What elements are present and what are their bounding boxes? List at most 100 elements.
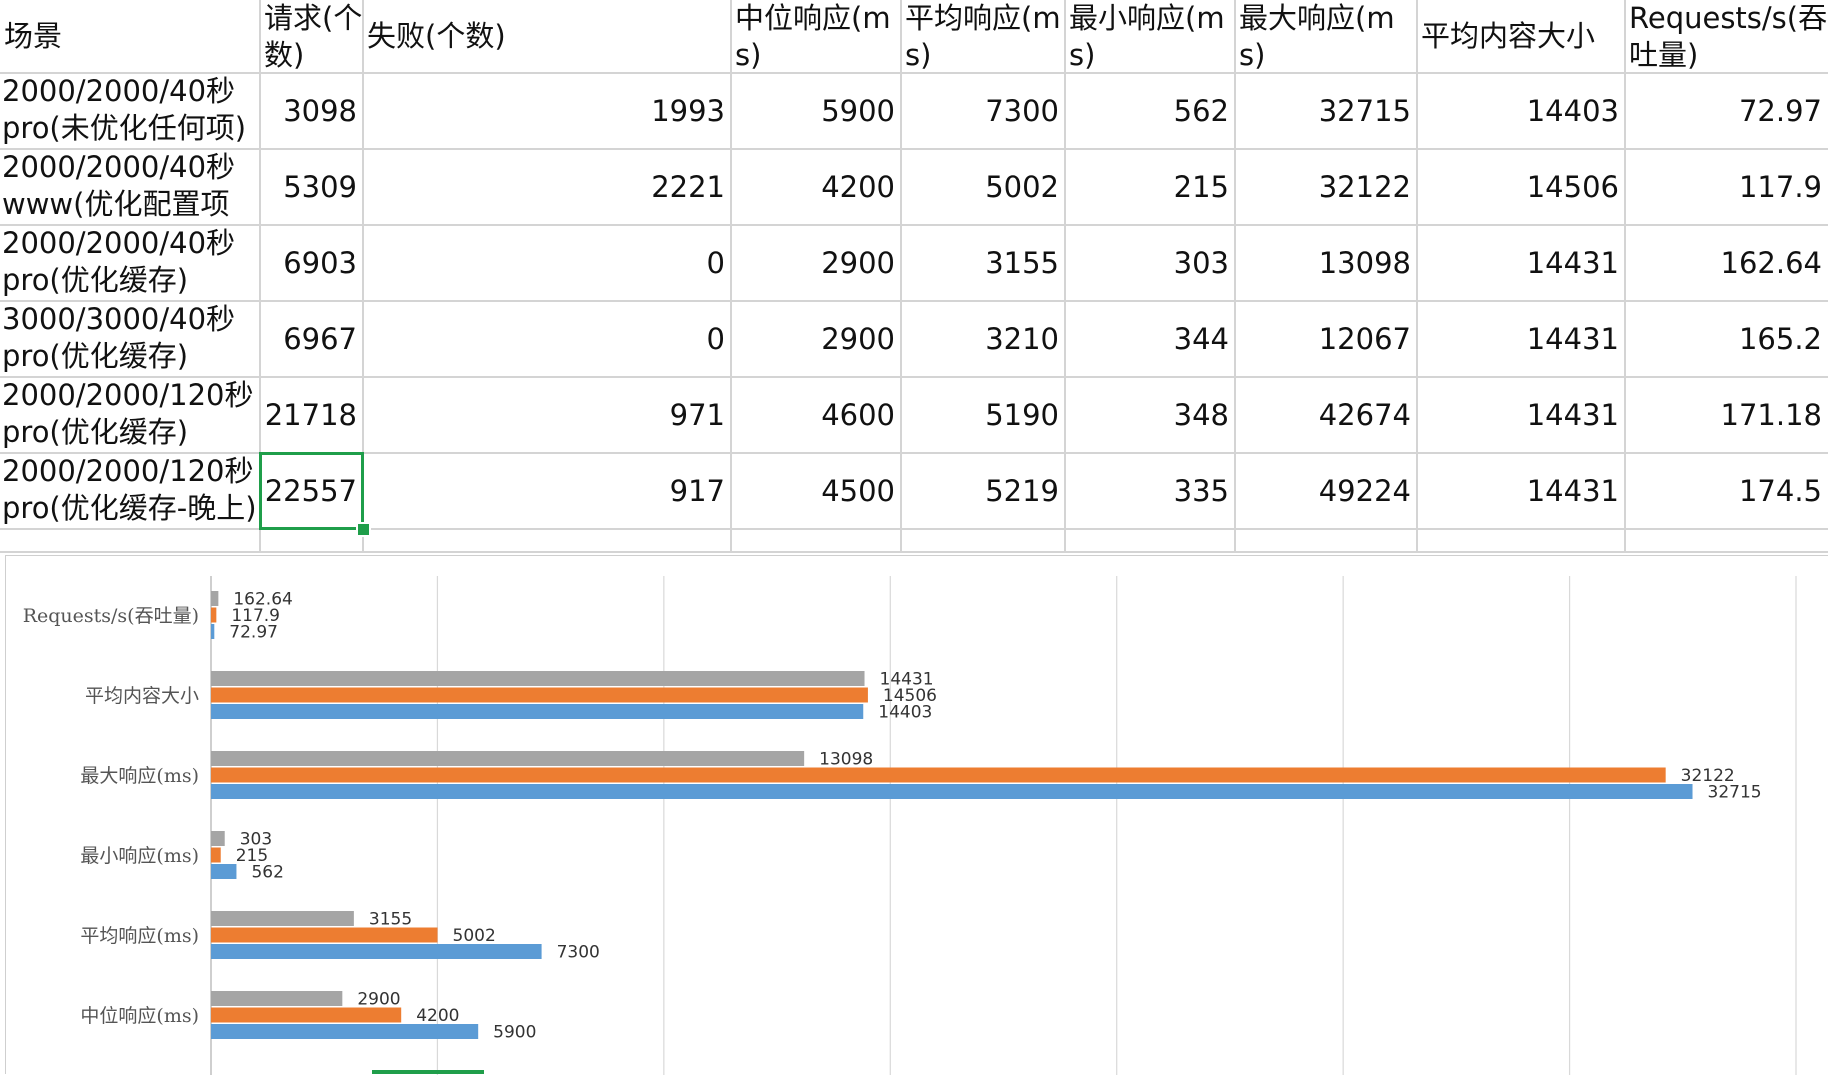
value-cell[interactable]: 162.64 — [1720, 245, 1822, 280]
column-header[interactable]: 请求(个数) — [264, 1, 363, 72]
data-label: 4200 — [416, 1006, 459, 1026]
value-cell[interactable]: 5309 — [283, 169, 357, 204]
bar — [211, 704, 864, 719]
bar — [211, 767, 1666, 783]
grid-column-line — [259, 0, 261, 552]
value-cell[interactable]: 971 — [669, 397, 725, 432]
column-header[interactable]: 平均响应(ms) — [905, 1, 1061, 72]
value-cell[interactable]: 6967 — [283, 321, 357, 356]
value-cell[interactable]: 0 — [706, 245, 725, 280]
data-label: 14431 — [880, 670, 934, 690]
value-cell[interactable]: 5900 — [821, 93, 895, 128]
fill-handle[interactable] — [356, 522, 371, 537]
data-label: 32122 — [1681, 766, 1735, 786]
value-cell[interactable]: 72.97 — [1738, 93, 1822, 128]
data-label: 14403 — [878, 703, 932, 723]
bar — [211, 864, 237, 879]
grid-column-line — [900, 0, 902, 552]
value-cell[interactable]: 49224 — [1318, 473, 1411, 508]
data-label: 562 — [251, 863, 283, 883]
value-cell[interactable]: 4600 — [821, 397, 895, 432]
value-cell[interactable]: 4200 — [821, 169, 895, 204]
grid-row-line — [0, 452, 1828, 454]
value-cell[interactable]: 5002 — [985, 169, 1059, 204]
grid-column-line — [1234, 0, 1236, 552]
data-label: 13098 — [819, 750, 873, 770]
value-cell[interactable]: 12067 — [1318, 321, 1411, 356]
scenario-cell[interactable]: 2000/2000/40秒pro(未优化任何项) — [2, 74, 247, 145]
grid-column-line — [362, 0, 364, 552]
value-cell[interactable]: 4500 — [821, 473, 895, 508]
value-cell[interactable]: 165.2 — [1738, 321, 1822, 356]
grid-row-line — [0, 300, 1828, 302]
scenario-cell[interactable]: 2000/2000/120秒pro(优化缓存) — [2, 378, 254, 449]
bar — [211, 1024, 479, 1039]
data-label: 2900 — [357, 990, 400, 1010]
data-label: 303 — [240, 830, 272, 850]
value-cell[interactable]: 5190 — [985, 397, 1059, 432]
value-cell[interactable]: 32715 — [1318, 93, 1411, 128]
value-cell[interactable]: 7300 — [985, 93, 1059, 128]
value-cell[interactable]: 21718 — [264, 397, 357, 432]
value-cell[interactable]: 335 — [1173, 473, 1229, 508]
value-cell[interactable]: 3210 — [985, 321, 1059, 356]
value-cell[interactable]: 14431 — [1526, 245, 1619, 280]
value-cell[interactable]: 6903 — [283, 245, 357, 280]
value-cell[interactable]: 14403 — [1526, 93, 1619, 128]
value-cell[interactable]: 215 — [1173, 169, 1229, 204]
bar — [211, 847, 221, 863]
value-cell[interactable]: 303 — [1173, 245, 1229, 280]
value-cell[interactable]: 348 — [1173, 397, 1229, 432]
column-header[interactable]: 平均内容大小 — [1421, 19, 1596, 53]
data-label: 72.97 — [229, 623, 278, 643]
value-cell[interactable]: 344 — [1173, 321, 1229, 356]
value-cell[interactable]: 117.9 — [1738, 169, 1822, 204]
value-cell[interactable]: 917 — [669, 473, 725, 508]
column-header[interactable]: 中位响应(ms) — [735, 1, 891, 72]
value-cell[interactable]: 171.18 — [1720, 397, 1822, 432]
value-cell[interactable]: 32122 — [1318, 169, 1411, 204]
column-header[interactable]: 失败(个数) — [367, 19, 506, 53]
value-cell[interactable]: 22557 — [264, 473, 357, 508]
value-cell[interactable]: 14431 — [1526, 321, 1619, 356]
category-label: 最大响应(ms) — [80, 765, 199, 787]
value-cell[interactable]: 13098 — [1318, 245, 1411, 280]
value-cell[interactable]: 174.5 — [1738, 473, 1822, 508]
bar-chart[interactable]: Requests/s(吞吐量) 162.64 117.9 72.97 平均内容大小 144… — [5, 555, 1828, 1075]
value-cell[interactable]: 562 — [1173, 93, 1229, 128]
bar — [211, 784, 1693, 799]
bar — [211, 591, 219, 606]
value-cell[interactable]: 5219 — [985, 473, 1059, 508]
value-cell[interactable]: 0 — [706, 321, 725, 356]
column-header[interactable]: 最大响应(ms) — [1239, 0, 1395, 72]
value-cell[interactable]: 14506 — [1526, 169, 1619, 204]
value-cell[interactable]: 2900 — [821, 321, 895, 356]
value-cell[interactable]: 42674 — [1318, 397, 1411, 432]
bar — [211, 687, 868, 703]
selected-cell-outline — [259, 452, 364, 530]
grid-column-line — [1624, 0, 1626, 552]
scenario-cell[interactable]: 3000/3000/40秒pro(优化缓存) — [2, 302, 236, 373]
category-label: 平均响应(ms) — [80, 925, 199, 947]
bar — [211, 1007, 402, 1023]
value-cell[interactable]: 14431 — [1526, 473, 1619, 508]
column-header[interactable]: 场景 — [4, 19, 63, 53]
column-header[interactable]: 最小响应(ms) — [1069, 1, 1225, 72]
scenario-cell[interactable]: 2000/2000/40秒pro(优化缓存) — [2, 226, 236, 297]
value-cell[interactable]: 2900 — [821, 245, 895, 280]
grid-column-line — [730, 0, 732, 552]
sheet-tab-indicator — [372, 1070, 484, 1074]
value-cell[interactable]: 2221 — [651, 169, 725, 204]
value-cell[interactable]: 1993 — [651, 93, 725, 128]
data-label: 5900 — [493, 1023, 536, 1043]
value-cell[interactable]: 3155 — [985, 245, 1059, 280]
value-cell[interactable]: 14431 — [1526, 397, 1619, 432]
scenario-cell[interactable]: 2000/2000/120秒pro(优化缓存-晚上) — [2, 454, 257, 525]
column-header[interactable]: Requests/s(吞吐量) — [1629, 1, 1828, 72]
scenario-cell[interactable]: 2000/2000/40秒www(优化配置项后) — [2, 150, 236, 225]
value-cell[interactable]: 3098 — [283, 93, 357, 128]
bar — [211, 671, 865, 686]
bar — [211, 624, 215, 639]
bar — [211, 944, 542, 959]
